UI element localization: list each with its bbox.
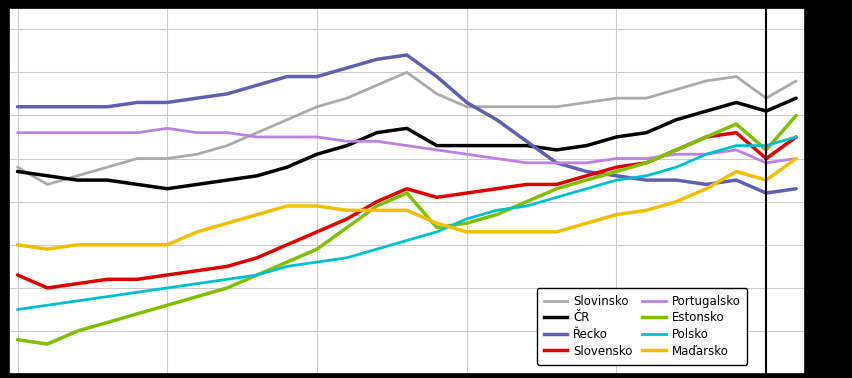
Text: Predikce: Predikce [815, 158, 829, 220]
Legend: Slovinsko, ČR, Řecko, Slovensko, Portugalsko, Estonsko, Polsko, Maďarsko: Slovinsko, ČR, Řecko, Slovensko, Portuga… [537, 288, 747, 365]
